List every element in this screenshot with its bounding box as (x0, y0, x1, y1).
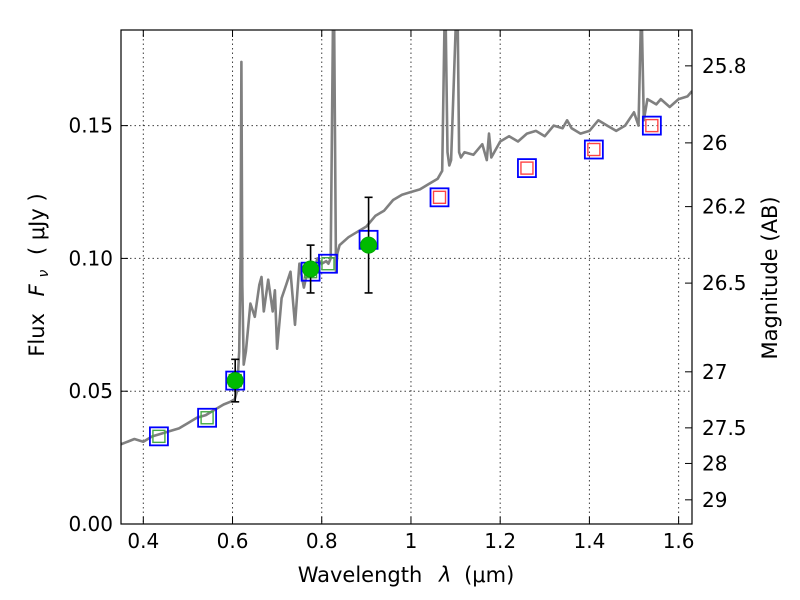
x-tick-label: 1.6 (663, 529, 695, 553)
measurement-point (302, 260, 320, 278)
plot-clip-group (121, 30, 692, 447)
mag-tick-label: 29 (702, 488, 727, 512)
y-axis-label: Flux (25, 313, 49, 357)
observed-square (197, 407, 217, 428)
axes-layer: 0.4 0.6 0.8 1 1.2 1.4 1.6 0.00 0.05 0.10 0.15 25.8 2… (68, 29, 747, 553)
mag-tick-label: 26 (702, 131, 727, 155)
x-tick-label: 1 (405, 529, 418, 553)
model-phot-square (645, 118, 659, 133)
measurement-point (360, 236, 378, 254)
model-sed-line (121, 30, 692, 446)
mag-tick-label: 25.8 (702, 54, 747, 78)
mag-tick-label: 26.2 (702, 195, 747, 219)
model-phot-square (520, 161, 534, 175)
x-axis-title: Wavelength λ (μm) (298, 563, 515, 587)
x-axis-label: Wavelength (298, 563, 423, 587)
x-tick-label: 1.4 (573, 529, 605, 553)
x-axis-symbol: λ (438, 563, 451, 587)
observed-square (583, 139, 604, 160)
mag-tick-label: 26.5 (702, 271, 747, 295)
plot-frame (120, 29, 693, 525)
plot-layer (121, 30, 692, 447)
x-tick-label: 0.4 (127, 529, 159, 553)
y-tick-label: 0.10 (68, 246, 113, 270)
x-tick-label: 0.8 (306, 529, 338, 553)
model-phot-square (321, 257, 335, 271)
model-phot-square (432, 190, 447, 205)
observed-square (517, 158, 537, 179)
model-phot-square (200, 411, 214, 425)
mag-tick-label: 27.5 (702, 416, 747, 440)
mag-tick-label: 27 (702, 360, 727, 384)
observed-square (149, 426, 169, 447)
observed-square (429, 187, 450, 208)
x-tick-label: 0.6 (217, 529, 249, 553)
x-axis-unit: (μm) (464, 563, 514, 587)
y-axis-title: Flux F ν ( μJy ) (25, 193, 53, 356)
observed-square (641, 115, 662, 136)
grid-layer (121, 30, 692, 524)
observed-square (318, 253, 338, 274)
measurement-point (226, 372, 244, 390)
y-tick-label: 0.05 (68, 379, 113, 403)
mag-tick-label: 28 (702, 451, 727, 475)
y-tick-label: 0.00 (68, 512, 113, 536)
y-axis-symbol: F (25, 283, 49, 296)
x-tick-label: 1.2 (484, 529, 516, 553)
model-phot-square (152, 429, 166, 444)
y-tick-label: 0.15 (68, 114, 113, 138)
y-axis-subscript: ν (36, 270, 52, 278)
y2-axis-title: Magnitude (AB) (758, 196, 782, 359)
model-phot-square (587, 142, 601, 157)
y-axis-unit: ( μJy ) (25, 193, 49, 255)
